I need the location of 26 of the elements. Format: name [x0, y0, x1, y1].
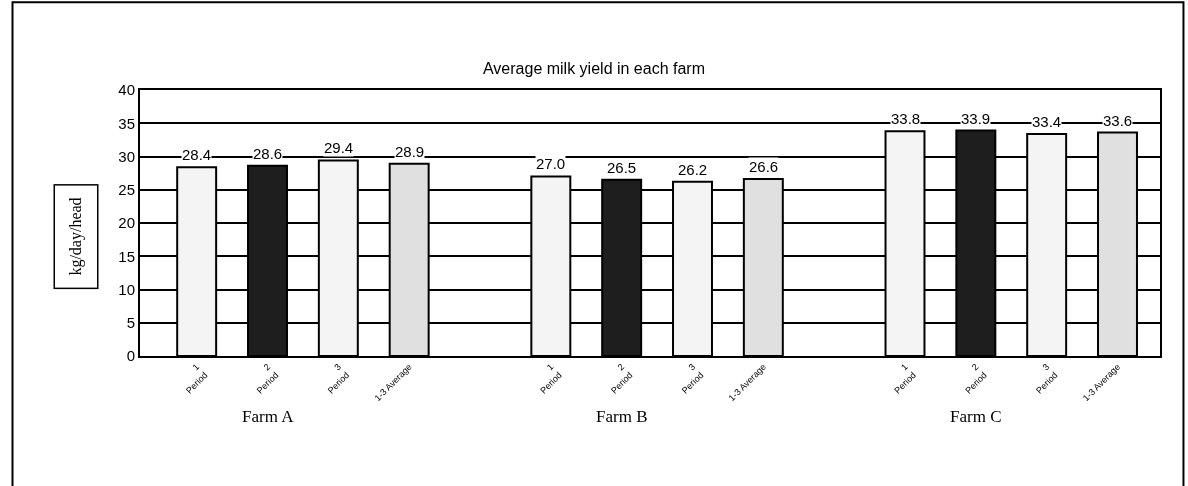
- data-label: 28.6: [253, 145, 283, 162]
- data-label: 33.8: [891, 110, 921, 127]
- y-tick-label: 30: [118, 147, 135, 165]
- data-label: 28.4: [182, 146, 212, 163]
- data-label: 27.0: [536, 155, 566, 172]
- y-tick-label: 40: [118, 81, 135, 99]
- y-tick-label: 10: [118, 280, 135, 298]
- y-axis-title: kg/day/head: [67, 197, 85, 276]
- y-tick-label: 25: [118, 181, 135, 198]
- data-label: 33.6: [1103, 112, 1133, 129]
- y-tick-label: 35: [118, 114, 135, 132]
- data-label: 33.9: [961, 110, 991, 127]
- chart-title: Average milk yield in each farm: [482, 60, 706, 78]
- y-tick-label: 0: [126, 347, 135, 365]
- y-tick-label: 20: [118, 214, 135, 232]
- data-label: 26.6: [749, 158, 779, 175]
- data-label: 26.5: [607, 159, 637, 176]
- data-label: 26.2: [678, 161, 708, 178]
- data-label: 33.4: [1032, 113, 1062, 130]
- text: Farm B: [596, 407, 648, 426]
- y-tick-label: 15: [118, 247, 135, 265]
- text: Farm A: [242, 407, 295, 426]
- data-label: 29.4: [324, 139, 354, 156]
- data-label: 28.9: [395, 143, 425, 160]
- y-tick-label: 5: [126, 314, 135, 331]
- text: Farm C: [950, 407, 1002, 426]
